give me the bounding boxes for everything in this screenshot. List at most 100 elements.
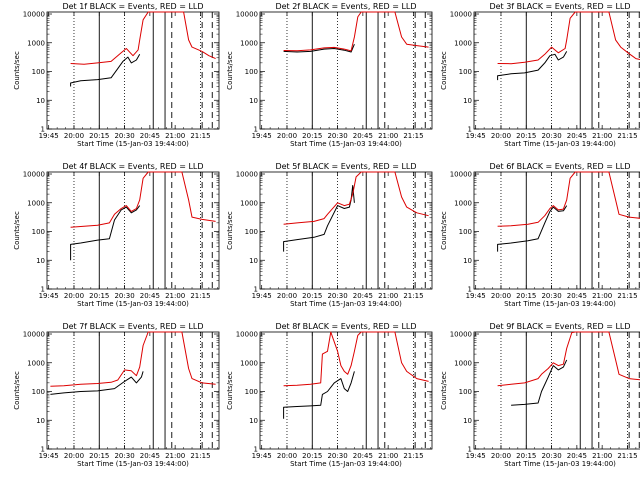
plot-frame: [46, 11, 220, 130]
y-tick-label: 10: [36, 97, 45, 105]
plot-frame: [473, 11, 640, 130]
panel-1: Det 1f BLACK = Events, RED = LLD 1 10 100 10…: [13, 2, 220, 148]
y-tick-label: 100: [459, 228, 472, 236]
x-tick-label: 20:15: [516, 452, 536, 460]
x-tick-label: 20:30: [541, 132, 561, 140]
series-lld: [283, 11, 429, 52]
x-tick-label: 20:00: [277, 292, 297, 300]
y-tick-label: 10000: [23, 331, 45, 339]
x-tick-label: 21:15: [617, 132, 637, 140]
x-tick-label: 21:15: [190, 292, 210, 300]
series-events: [283, 44, 355, 53]
x-tick-label: 20:30: [327, 292, 347, 300]
y-tick-label: 100: [459, 68, 472, 76]
x-tick-label: 20:45: [140, 452, 160, 460]
panel-title: Det 4f BLACK = Events, RED = LLD: [62, 162, 203, 171]
x-tick-label: 20:15: [516, 132, 536, 140]
x-tick-label: 21:00: [165, 452, 185, 460]
x-tick-label: 21:15: [617, 292, 637, 300]
x-tick-label: 20:30: [541, 452, 561, 460]
x-axis-label: Start Time (15-Jan-03 19:44:00): [77, 460, 189, 468]
x-tick-label: 19:45: [39, 132, 59, 140]
y-tick-label: 10000: [450, 11, 472, 19]
x-tick-label: 20:00: [277, 132, 297, 140]
x-tick-label: 19:45: [466, 292, 486, 300]
y-tick-label: 100: [245, 68, 258, 76]
y-tick-label: 1: [41, 126, 45, 134]
series-events: [283, 185, 355, 252]
y-axis-label: Counts/sec: [13, 371, 21, 410]
panel-title: Det 8f BLACK = Events, RED = LLD: [275, 322, 416, 331]
x-tick-label: 20:15: [302, 452, 322, 460]
x-axis-label: Start Time (15-Jan-03 19:44:00): [77, 140, 189, 148]
x-tick-label: 20:30: [114, 292, 134, 300]
x-tick-label: 20:30: [327, 132, 347, 140]
x-tick-label: 20:00: [491, 452, 511, 460]
series-lld: [283, 171, 429, 225]
x-tick-label: 20:45: [353, 292, 373, 300]
panel-2: Det 2f BLACK = Events, RED = LLD 1 10 100 10…: [226, 2, 433, 148]
x-tick-label: 20:45: [567, 132, 587, 140]
x-axis-label: Start Time (15-Jan-03 19:44:00): [504, 140, 616, 148]
y-tick-label: 1: [254, 446, 258, 454]
series-lld: [70, 171, 216, 228]
x-tick-label: 20:15: [89, 132, 109, 140]
panel-title: Det 9f BLACK = Events, RED = LLD: [489, 322, 630, 331]
x-tick-label: 19:45: [39, 452, 59, 460]
x-tick-label: 21:00: [592, 132, 612, 140]
y-tick-label: 1: [254, 286, 258, 294]
y-tick-label: 1: [41, 446, 45, 454]
y-axis-label: Counts/sec: [440, 51, 448, 90]
y-tick-label: 1: [41, 286, 45, 294]
panel-8: Det 8f BLACK = Events, RED = LLD 1 10 100 10…: [226, 322, 433, 468]
x-axis-label: Start Time (15-Jan-03 19:44:00): [504, 300, 616, 308]
x-tick-label: 20:15: [516, 292, 536, 300]
y-tick-label: 10: [249, 257, 258, 265]
x-axis-label: Start Time (15-Jan-03 19:44:00): [290, 300, 402, 308]
y-axis-label: Counts/sec: [226, 211, 234, 250]
x-tick-label: 20:45: [140, 292, 160, 300]
series-events: [70, 205, 141, 261]
panel-4: Det 4f BLACK = Events, RED = LLD 1 10 100 10…: [13, 162, 220, 308]
x-tick-label: 20:15: [302, 132, 322, 140]
panel-title: Det 6f BLACK = Events, RED = LLD: [489, 162, 630, 171]
x-tick-label: 21:00: [592, 452, 612, 460]
series-lld: [497, 11, 640, 65]
x-tick-label: 20:45: [353, 132, 373, 140]
series-events: [511, 359, 568, 406]
y-tick-label: 10: [249, 97, 258, 105]
y-axis-label: Counts/sec: [13, 211, 21, 250]
y-tick-label: 10000: [23, 171, 45, 179]
x-tick-label: 20:15: [89, 452, 109, 460]
x-tick-label: 21:15: [190, 452, 210, 460]
series-events: [70, 54, 141, 87]
x-tick-label: 19:45: [466, 452, 486, 460]
y-tick-label: 10: [463, 257, 472, 265]
x-tick-label: 20:00: [64, 292, 84, 300]
plot-frame: [46, 171, 220, 290]
x-tick-label: 21:00: [165, 292, 185, 300]
y-tick-label: 1: [468, 446, 472, 454]
y-tick-label: 10: [249, 417, 258, 425]
y-tick-label: 1000: [27, 359, 45, 367]
y-tick-label: 10000: [450, 331, 472, 339]
x-tick-label: 20:00: [491, 292, 511, 300]
x-tick-label: 21:00: [378, 132, 398, 140]
plot-frame: [473, 331, 640, 450]
y-axis-label: Counts/sec: [440, 371, 448, 410]
y-tick-label: 1000: [240, 359, 258, 367]
x-tick-label: 19:45: [466, 132, 486, 140]
series-events: [50, 371, 144, 395]
x-tick-label: 20:00: [491, 132, 511, 140]
x-axis-label: Start Time (15-Jan-03 19:44:00): [290, 140, 402, 148]
y-tick-label: 100: [459, 388, 472, 396]
x-tick-label: 20:00: [64, 132, 84, 140]
panel-5: Det 5f BLACK = Events, RED = LLD 1 10 100 10…: [226, 162, 433, 308]
series-lld: [497, 331, 640, 387]
plot-frame: [259, 171, 433, 290]
y-tick-label: 100: [32, 388, 45, 396]
y-tick-label: 100: [32, 68, 45, 76]
x-tick-label: 20:00: [277, 452, 297, 460]
plot-frame: [46, 331, 220, 450]
panel-6: Det 6f BLACK = Events, RED = LLD 1 10 100 10…: [440, 162, 640, 308]
